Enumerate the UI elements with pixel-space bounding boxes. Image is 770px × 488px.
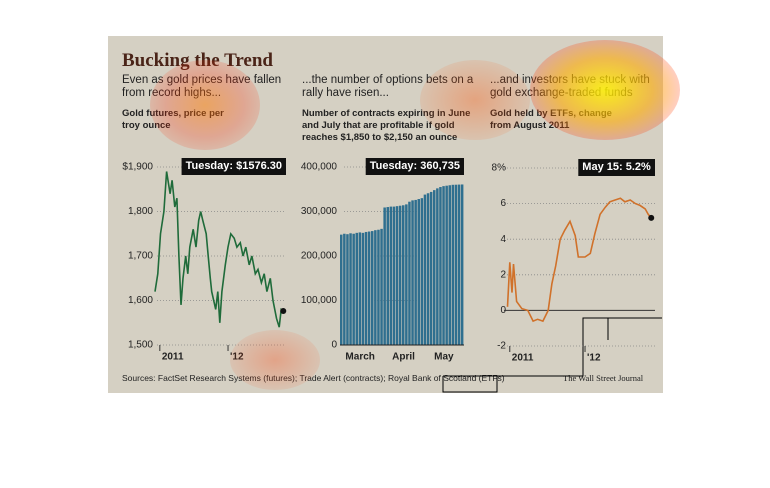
y-tick-label: -2 (497, 341, 506, 352)
source-note: Sources: FactSet Research Systems (futur… (122, 373, 505, 383)
bar (439, 187, 442, 345)
annotation: Tuesday: $1576.30 (181, 158, 286, 175)
data-line (506, 197, 652, 323)
bar (374, 230, 377, 345)
x-tick-label: April (392, 352, 415, 363)
bar (457, 184, 461, 345)
bar (355, 232, 358, 345)
bar (454, 184, 458, 345)
y-tick-label: $1,900 (122, 162, 153, 173)
y-tick-label: 8% (492, 163, 507, 174)
bar (420, 198, 424, 345)
y-tick-label: 1,500 (128, 340, 153, 351)
bar (398, 205, 402, 345)
bar (367, 231, 371, 345)
bar (361, 232, 365, 345)
bar (377, 229, 380, 345)
end-dot (280, 308, 287, 315)
bar (358, 232, 362, 345)
annotation: Tuesday: 360,735 (365, 158, 464, 175)
x-tick-label: March (345, 352, 374, 363)
y-tick-label: 4 (500, 234, 506, 245)
bar (380, 228, 383, 345)
bar (340, 234, 343, 345)
y-tick-label: 6 (500, 198, 506, 209)
bar (442, 186, 445, 345)
credit: The Wall Street Journal (563, 373, 644, 383)
bar (405, 204, 408, 345)
end-dot (648, 214, 655, 221)
stray-lines (442, 317, 662, 393)
bar (386, 207, 389, 345)
annotation-label: Tuesday: 360,735 (370, 160, 460, 172)
stray-line (443, 317, 662, 377)
bar (436, 188, 439, 345)
bar (433, 190, 436, 345)
y-tick-label: 1,600 (128, 295, 153, 306)
annotation: May 15: 5.2% (578, 159, 655, 176)
x-tick-label: 2011 (162, 352, 184, 363)
bar (343, 233, 346, 345)
bar (371, 231, 374, 345)
bar (429, 191, 433, 345)
y-tick-label: 400,000 (301, 162, 338, 173)
bar (392, 206, 396, 345)
bar (423, 194, 427, 345)
bar (417, 199, 420, 345)
bar (411, 200, 414, 345)
y-tick-label: 100,000 (301, 295, 338, 306)
data-line (154, 171, 284, 328)
annotation-label: Tuesday: $1576.30 (186, 160, 282, 172)
x-tick-label: '12 (230, 352, 244, 363)
annotation-box (578, 159, 655, 176)
bar (346, 234, 349, 345)
y-tick-label: 1,700 (128, 251, 153, 262)
bar (402, 205, 405, 345)
annotation-box (365, 158, 464, 175)
bar (448, 185, 451, 345)
bar (426, 193, 430, 345)
bar (349, 233, 352, 345)
annotation-label: May 15: 5.2% (582, 161, 651, 173)
bar (445, 185, 448, 345)
y-tick-label: 200,000 (301, 251, 338, 262)
stray-line (442, 376, 498, 393)
bar (414, 199, 417, 345)
y-tick-label: 0 (331, 340, 337, 351)
bar (383, 207, 386, 345)
bar (460, 184, 464, 345)
x-tick-label: 2011 (512, 353, 534, 364)
x-tick-label: May (434, 352, 454, 363)
y-tick-label: 1,800 (128, 206, 153, 217)
y-tick-label: 2 (500, 269, 506, 280)
y-tick-label: 0 (500, 305, 506, 316)
bar (389, 206, 393, 345)
x-tick-label: '12 (587, 353, 601, 364)
bar (408, 201, 411, 345)
y-tick-label: 300,000 (301, 206, 338, 217)
annotation-box (181, 158, 286, 175)
bar (364, 231, 368, 345)
lede: ...the number of options bets on a rally… (302, 74, 474, 99)
bar (451, 184, 455, 345)
bar (352, 233, 355, 345)
chart-title: Number of contracts expiring in June and… (302, 108, 471, 143)
bar (395, 206, 399, 345)
